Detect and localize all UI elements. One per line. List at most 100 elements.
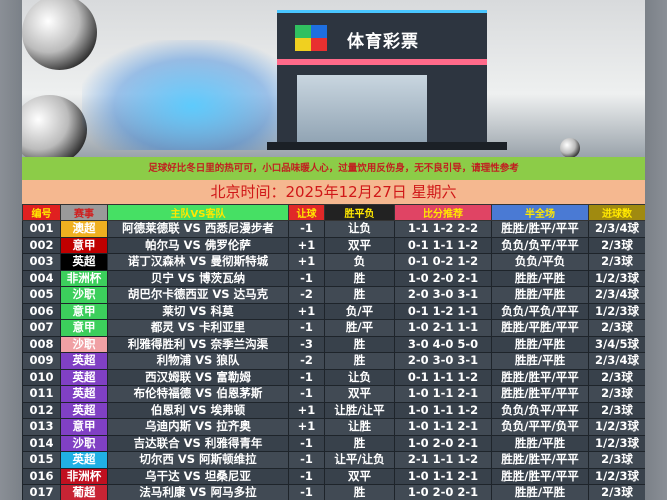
handicap: -1 xyxy=(288,467,325,485)
goals-pick: 1/2/3球 xyxy=(588,467,645,485)
league-badge: 非洲杯 xyxy=(60,269,108,287)
match-number: 005 xyxy=(22,286,61,304)
handicap: -1 xyxy=(288,451,325,469)
match-number: 004 xyxy=(22,269,61,287)
handicap: -1 xyxy=(288,385,325,403)
halftime-fulltime-pick: 胜胜/胜平/平平 xyxy=(491,451,589,469)
match-number: 010 xyxy=(22,368,61,386)
store-sign: 体育彩票 xyxy=(347,32,419,52)
score-pick: 1-0 2-0 2-1 xyxy=(394,484,492,500)
league-badge: 英超 xyxy=(60,368,108,386)
score-pick: 1-0 2-0 2-1 xyxy=(394,269,492,287)
score-pick: 2-1 1-1 1-2 xyxy=(394,451,492,469)
goals-pick: 2/3球 xyxy=(588,253,645,271)
halftime-fulltime-pick: 胜胜/胜平/平平 xyxy=(491,220,589,238)
goals-pick: 2/3球 xyxy=(588,319,645,337)
match-teams: 利雅得胜利 VS 奈季兰沟渠 xyxy=(107,335,289,353)
result-pick: 负 xyxy=(324,253,395,271)
table-row: 014 沙职 吉达联合 VS 利雅得青年 -1 胜 1-0 2-0 2-1 胜胜/平胜 1/2… xyxy=(22,434,645,452)
table-row: 006 意甲 莱切 VS 科莫 +1 负/平 0-1 1-2 1-1 负负/平负/平平 1/2… xyxy=(22,302,645,320)
league-badge: 英超 xyxy=(60,451,108,469)
table-row: 003 英超 诺丁汉森林 VS 曼彻斯特城 +1 负 0-1 0-2 1-2 负负/平负 2/… xyxy=(22,253,645,271)
score-pick: 2-0 3-0 3-1 xyxy=(394,352,492,370)
result-pick: 让负 xyxy=(324,368,395,386)
halftime-fulltime-pick: 胜胜/平胜 xyxy=(491,434,589,452)
goals-pick: 2/3球 xyxy=(588,451,645,469)
league-badge: 英超 xyxy=(60,253,108,271)
halftime-fulltime-pick: 负负/平负/平平 xyxy=(491,302,589,320)
handicap: -3 xyxy=(288,335,325,353)
goals-pick: 2/3/4球 xyxy=(588,220,645,238)
result-pick: 让平/让负 xyxy=(324,451,395,469)
header-league: 赛事 xyxy=(60,204,108,221)
goals-pick: 2/3球 xyxy=(588,236,645,254)
halftime-fulltime-pick: 胜胜/平胜 xyxy=(491,484,589,500)
table-row: 002 意甲 帕尔马 VS 佛罗伦萨 +1 双平 0-1 1-1 1-2 负负/负平/平平 2… xyxy=(22,236,645,254)
halftime-fulltime-pick: 胜胜/平胜/平平 xyxy=(491,319,589,337)
match-number: 002 xyxy=(22,236,61,254)
handicap: +1 xyxy=(288,401,325,419)
handicap: -1 xyxy=(288,368,325,386)
league-badge: 澳超 xyxy=(60,220,108,238)
league-badge: 意甲 xyxy=(60,319,108,337)
table-row: 012 英超 伯恩利 VS 埃弗顿 +1 让胜/让平 1-0 1-1 1-2 负负/负平/平… xyxy=(22,401,645,419)
handicap: -2 xyxy=(288,352,325,370)
match-table: 编号 赛事 主队VS客队 让球 胜平负 比分推荐 半全场 进球数 001 澳超 阿德莱德联 VS … xyxy=(22,204,645,500)
handicap: -1 xyxy=(288,434,325,452)
handicap: +1 xyxy=(288,418,325,436)
halftime-fulltime-pick: 胜胜/胜平/平平 xyxy=(491,385,589,403)
match-teams: 切尔西 VS 阿斯顿维拉 xyxy=(107,451,289,469)
match-number: 001 xyxy=(22,220,61,238)
table-row: 007 意甲 都灵 VS 卡利亚里 -1 胜/平 1-0 2-1 1-1 胜胜/平胜/平平 2… xyxy=(22,319,645,337)
match-teams: 伯恩利 VS 埃弗顿 xyxy=(107,401,289,419)
match-number: 015 xyxy=(22,451,61,469)
goals-pick: 1/2/3球 xyxy=(588,269,645,287)
match-teams: 贝宁 VS 博茨瓦纳 xyxy=(107,269,289,287)
table-row: 010 英超 西汉姆联 VS 富勒姆 -1 让负 0-1 1-1 1-2 胜胜/胜平/平平 2… xyxy=(22,368,645,386)
result-pick: 双平 xyxy=(324,385,395,403)
league-badge: 意甲 xyxy=(60,302,108,320)
match-teams: 诺丁汉森林 VS 曼彻斯特城 xyxy=(107,253,289,271)
match-teams: 胡巴尔卡德西亚 VS 达马克 xyxy=(107,286,289,304)
league-badge: 葡超 xyxy=(60,484,108,500)
match-teams: 莱切 VS 科莫 xyxy=(107,302,289,320)
slogan-bar: 足球好比冬日里的热可可，小口品味暖人心，过量饮用反伤身，无不良引导，请理性参考 xyxy=(22,157,645,180)
score-pick: 1-0 2-0 2-1 xyxy=(394,434,492,452)
result-pick: 胜 xyxy=(324,286,395,304)
goals-pick: 3/4/5球 xyxy=(588,335,645,353)
header-handicap: 让球 xyxy=(288,204,325,221)
goals-pick: 1/2/3球 xyxy=(588,302,645,320)
league-badge: 非洲杯 xyxy=(60,467,108,485)
halftime-fulltime-pick: 负负/负平/平平 xyxy=(491,236,589,254)
result-pick: 胜/平 xyxy=(324,319,395,337)
result-pick: 胜 xyxy=(324,352,395,370)
handicap: -1 xyxy=(288,269,325,287)
halftime-fulltime-pick: 胜胜/平胜 xyxy=(491,269,589,287)
table-row: 015 英超 切尔西 VS 阿斯顿维拉 -1 让平/让负 2-1 1-1 1-2 胜胜/胜平… xyxy=(22,451,645,469)
score-pick: 0-1 1-2 1-1 xyxy=(394,302,492,320)
match-number: 014 xyxy=(22,434,61,452)
league-badge: 英超 xyxy=(60,401,108,419)
football-image xyxy=(560,138,580,157)
goals-pick: 1/2/3球 xyxy=(588,418,645,436)
halftime-fulltime-pick: 负负/平负 xyxy=(491,253,589,271)
date-bar: 北京时间：2025年12月27日 星期六 xyxy=(22,180,645,204)
result-pick: 双平 xyxy=(324,236,395,254)
halftime-fulltime-pick: 负负/平平/负平 xyxy=(491,418,589,436)
halftime-fulltime-pick: 胜胜/胜平/平平 xyxy=(491,368,589,386)
table-row: 011 英超 布伦特福德 VS 伯恩茅斯 -1 双平 1-0 1-1 2-1 胜胜/胜平/平… xyxy=(22,385,645,403)
halftime-fulltime-pick: 胜胜/平胜 xyxy=(491,352,589,370)
score-pick: 1-0 1-1 2-1 xyxy=(394,418,492,436)
goals-pick: 1/2/3球 xyxy=(588,434,645,452)
header-goals: 进球数 xyxy=(588,204,645,221)
lottery-logo-icon xyxy=(295,25,327,51)
match-teams: 利物浦 VS 狼队 xyxy=(107,352,289,370)
score-pick: 1-0 1-1 2-1 xyxy=(394,385,492,403)
league-badge: 意甲 xyxy=(60,236,108,254)
match-number: 013 xyxy=(22,418,61,436)
match-teams: 法马利康 VS 阿马多拉 xyxy=(107,484,289,500)
result-pick: 胜 xyxy=(324,335,395,353)
league-badge: 英超 xyxy=(60,385,108,403)
result-pick: 让负 xyxy=(324,220,395,238)
handicap: -1 xyxy=(288,319,325,337)
